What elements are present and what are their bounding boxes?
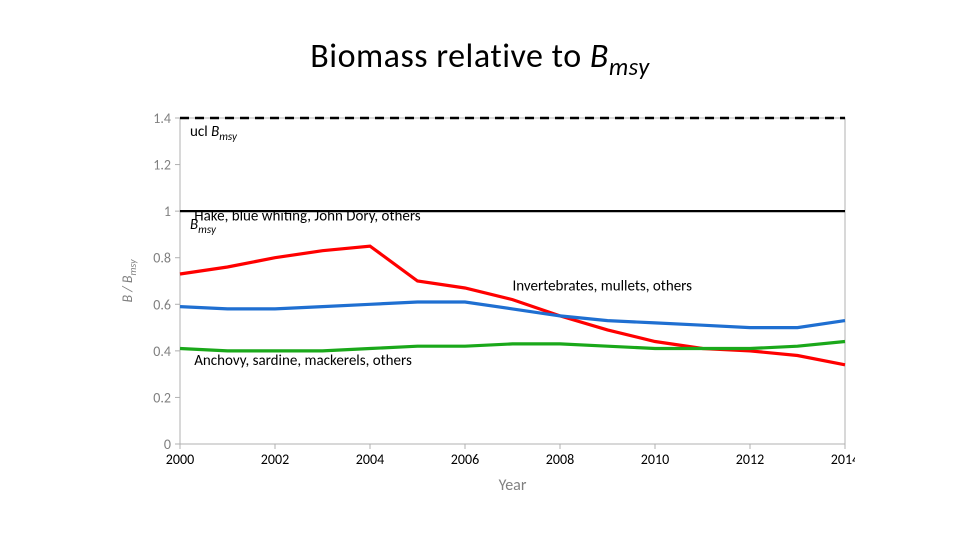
title-italic: B [590,36,609,77]
y-tick-label: 0.2 [153,389,171,406]
y-axis-label: B / Bmsy [119,259,139,303]
x-tick-label: 2006 [451,451,479,468]
series-line [180,302,845,328]
y-tick-label: 1.4 [153,110,171,127]
series-label: Hake, blue whiting, John Dory, others [194,207,421,225]
title-sub: msy [609,52,650,82]
x-tick-label: 2000 [166,451,194,468]
biomass-chart: 00.20.40.60.811.21.420002002200420062008… [110,110,855,500]
x-tick-label: 2004 [356,451,384,468]
title-main: Biomass relative to [310,36,590,77]
reference-label: ucl Bmsy [190,123,238,143]
series-line [180,342,845,351]
x-tick-label: 2008 [546,451,574,468]
x-tick-label: 2010 [641,451,669,468]
x-tick-label: 2014 [831,451,855,468]
y-tick-label: 0.6 [153,296,171,313]
x-axis-label: Year [499,476,527,495]
y-tick-label: 0.4 [153,343,171,360]
y-tick-label: 0.8 [153,250,171,267]
series-label: Invertebrates, mullets, others [513,277,693,295]
y-tick-label: 1 [164,203,171,220]
x-tick-label: 2002 [261,451,289,468]
page-title: Biomass relative to Bmsy [0,36,960,82]
series-label: Anchovy, sardine, mackerels, others [194,352,412,370]
chart-svg: 00.20.40.60.811.21.420002002200420062008… [110,110,855,500]
x-tick-label: 2012 [736,451,764,468]
y-tick-label: 1.2 [153,157,171,174]
